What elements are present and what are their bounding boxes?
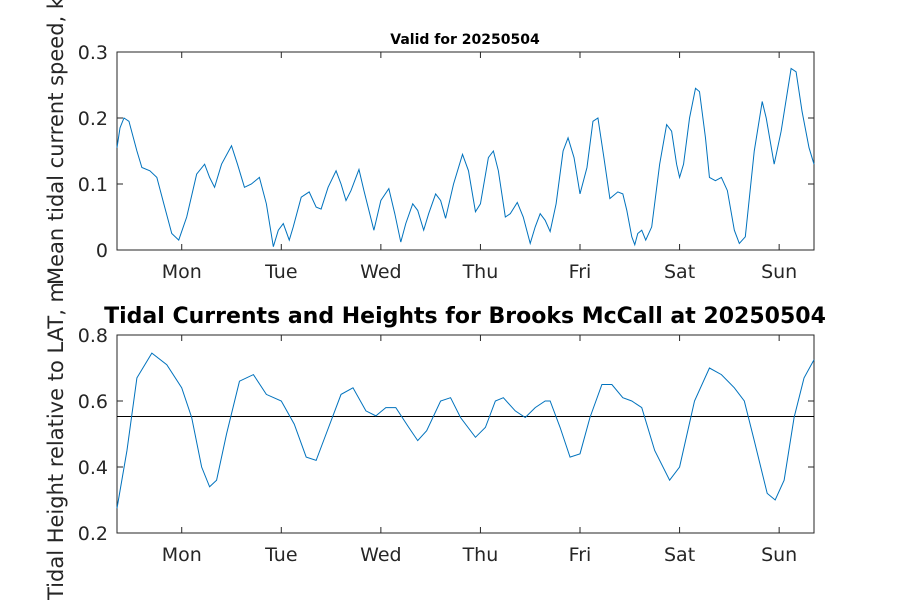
x-tick-label: Thu <box>462 261 499 283</box>
x-tick-label: Wed <box>360 544 401 566</box>
y-axis-label-current: Mean tidal current speed, kn <box>44 0 68 285</box>
chart-title-height: Tidal Currents and Heights for Brooks Mc… <box>104 304 826 329</box>
x-tick-labels-current: Mon Tue Wed Thu Fri Sat Sun <box>162 261 798 283</box>
x-tick-label: Fri <box>569 261 592 283</box>
y-tick-label: 0.3 <box>78 42 108 64</box>
y-tick-labels-height: 0.2 0.4 0.6 0.8 <box>78 325 108 545</box>
chart-tidal-height: 0.2 0.4 0.6 0.8 Mon Tue Wed Thu Fri Sat Sun Tidal… <box>44 282 826 600</box>
y-tick-label: 0.2 <box>78 523 108 545</box>
plot-area-height <box>116 334 815 534</box>
x-tick-label: Sun <box>761 544 797 566</box>
x-tick-label: Wed <box>360 261 401 283</box>
x-tick-label: Sun <box>761 261 797 283</box>
series-line-current-speed <box>116 67 815 247</box>
x-tick-labels-height: Mon Tue Wed Thu Fri Sat Sun <box>162 544 798 566</box>
y-axis-label-height: Tidal Height relative to LAT, m <box>44 282 68 600</box>
y-tick-label: 0.2 <box>78 108 108 130</box>
x-tick-label: Mon <box>162 261 202 283</box>
y-tick-label: 0.4 <box>78 457 108 479</box>
x-tick-label: Tue <box>264 544 297 566</box>
x-tick-label: Fri <box>569 544 592 566</box>
x-tick-label: Tue <box>264 261 297 283</box>
y-tick-label: 0.8 <box>78 325 108 347</box>
y-tick-label: 0.6 <box>78 391 108 413</box>
plot-area-current <box>116 51 815 251</box>
y-tick-label: 0 <box>96 240 108 262</box>
tick-marks-current <box>117 51 814 251</box>
series-line-tidal-height <box>116 352 815 509</box>
y-tick-label: 0.1 <box>78 174 108 196</box>
tick-marks-height <box>117 334 814 534</box>
chart-current-speed: 0 0.1 0.2 0.3 Mon Tue Wed Thu Fri Sat Sun Valid f… <box>44 0 815 285</box>
x-tick-label: Mon <box>162 544 202 566</box>
x-tick-label: Sat <box>664 544 695 566</box>
x-tick-label: Thu <box>462 544 499 566</box>
x-tick-label: Sat <box>664 261 695 283</box>
y-tick-labels-current: 0 0.1 0.2 0.3 <box>78 42 108 262</box>
chart-title-current: Valid for 20250504 <box>390 32 540 48</box>
